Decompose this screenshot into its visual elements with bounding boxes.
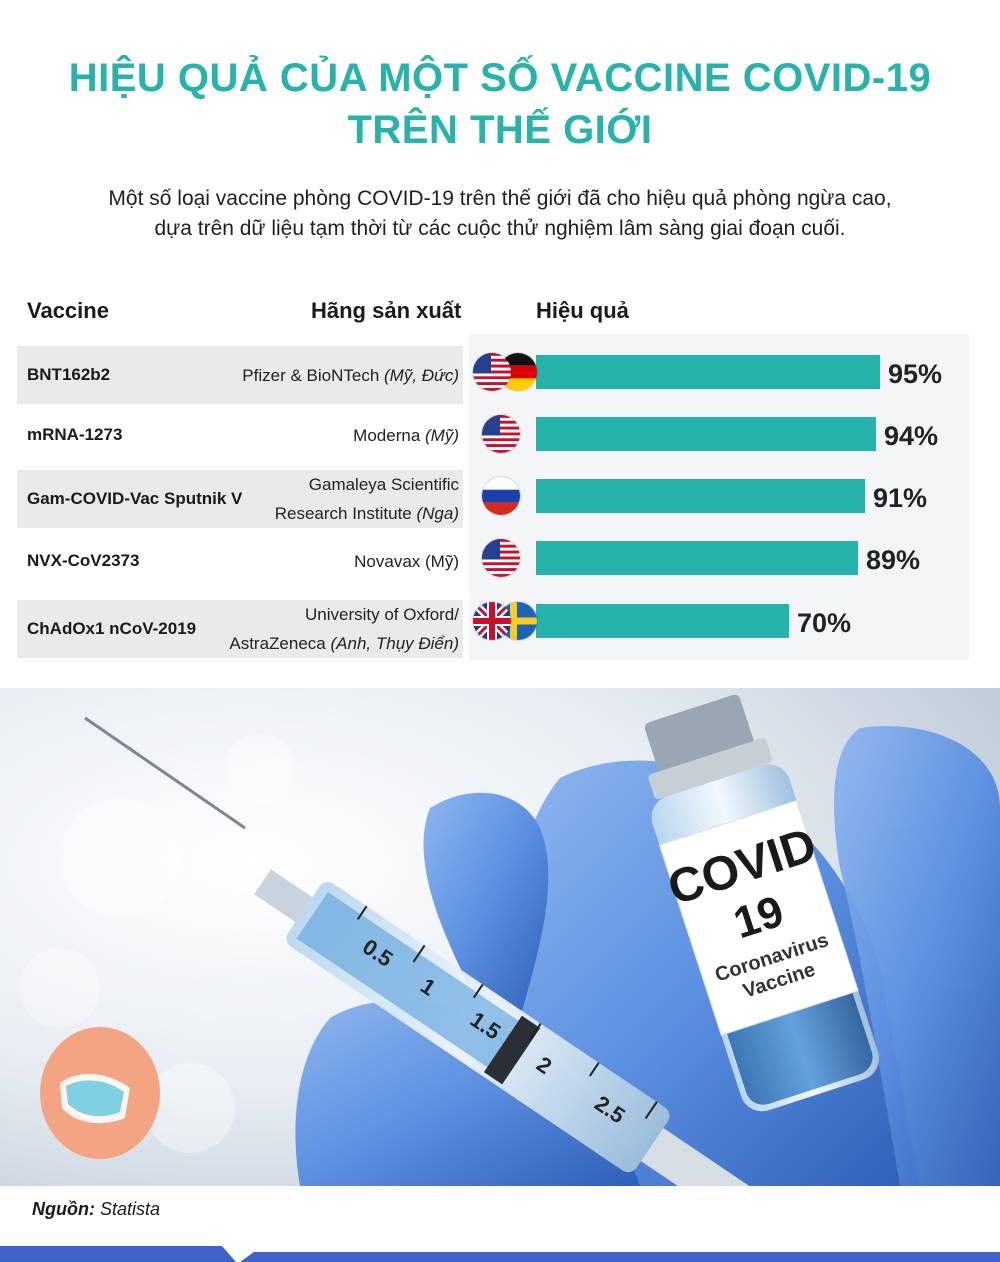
efficacy-bar [536, 604, 789, 638]
subtitle-line-1: Một số loại vaccine phòng COVID-19 trên … [108, 187, 892, 210]
source-line: Nguồn: Statista [32, 1199, 160, 1220]
russia-flag [482, 477, 520, 515]
efficacy-bar [536, 417, 876, 451]
efficacy-label: 94% [884, 421, 939, 451]
table-row: ChAdOx1 nCoV-2019 University of Oxford/As… [17, 600, 463, 658]
manufacturer-country: (Nga) [416, 504, 459, 523]
manufacturer-line-2: AstraZeneca [229, 634, 326, 653]
publisher-logo [40, 1027, 160, 1159]
manufacturer-line-1: Novavax (Mỹ) [354, 551, 459, 571]
header-efficacy: Hiệu quả [536, 298, 629, 323]
manufacturer-line-1: Moderna [353, 425, 421, 445]
title-line-1: HIỆU QUẢ CỦA MỘT SỐ VACCINE COVID-19 [68, 56, 932, 100]
subtitle-line-2: dựa trên dữ liệu tạm thời từ các cuộc th… [154, 217, 846, 240]
manufacturer: University of Oxford/AstraZeneca (Anh, T… [229, 600, 459, 658]
manufacturer-line-1: Gamaleya Scientific [308, 475, 459, 494]
vaccine-name: ChAdOx1 nCoV-2019 [27, 619, 197, 638]
table-row: NVX-CoV2373 Novavax (Mỹ) [17, 532, 463, 590]
manufacturer: Gamaleya Scientific Research Institute (N… [275, 470, 459, 528]
page-title: HIỆU QUẢ CỦA MỘT SỐ VACCINE COVID-19 TRÊ… [0, 52, 1000, 156]
efficacy-label: 89% [866, 545, 921, 575]
efficacy-label: 95% [888, 359, 943, 389]
efficacy-bar [536, 355, 880, 389]
source-label: Nguồn: [32, 1199, 95, 1219]
table-row: BNT162b2 Pfizer & BioNTech (Mỹ, Đức) [17, 346, 463, 404]
vaccine-illustration: COVID 19 Coronavirus Vaccine 0.5 1 1.5 2… [0, 688, 1000, 1186]
manufacturer-country: (Mỹ) [425, 425, 459, 445]
vaccine-name: Gam-COVID-Vac Sputnik V [27, 489, 243, 508]
efficacy-bar [536, 541, 858, 575]
header-maker: Hãng sản xuất [311, 298, 462, 323]
vaccine-name: BNT162b2 [27, 365, 111, 384]
manufacturer: Novavax (Mỹ) [354, 532, 459, 590]
efficacy-label: 91% [873, 483, 928, 513]
footer-bar [0, 1246, 1000, 1262]
manufacturer-country: (Anh, Thụy Điển) [330, 634, 460, 653]
vaccine-name: mRNA-1273 [27, 425, 123, 444]
manufacturer-line-1: Pfizer & BioNTech [242, 365, 380, 385]
manufacturer: Moderna (Mỹ) [353, 406, 459, 464]
vaccine-name: NVX-CoV2373 [27, 551, 140, 570]
us-flag [482, 539, 520, 577]
efficacy-label: 70% [797, 608, 852, 638]
vaccine-photo: COVID 19 Coronavirus Vaccine 0.5 1 1.5 2… [0, 688, 1000, 1186]
title-line-2: TRÊN THẾ GIỚI [347, 108, 653, 152]
efficacy-bar [536, 479, 865, 513]
header-vaccine: Vaccine [27, 298, 109, 323]
manufacturer: Pfizer & BioNTech (Mỹ, Đức) [242, 346, 459, 404]
manufacturer-line-1: University of Oxford/ [305, 605, 459, 624]
source-value: Statista [100, 1199, 161, 1219]
us-flag [482, 415, 520, 453]
table-row: Gam-COVID-Vac Sputnik V Gamaleya Scientif… [17, 470, 463, 528]
table-row: mRNA-1273 Moderna (Mỹ) [17, 406, 463, 464]
subtitle: Một số loại vaccine phòng COVID-19 trên … [40, 184, 960, 244]
manufacturer-line-2: Research Institute [274, 504, 412, 523]
uk-flag [473, 602, 511, 640]
us-flag [473, 353, 511, 391]
manufacturer-country: (Mỹ, Đức) [384, 365, 459, 385]
